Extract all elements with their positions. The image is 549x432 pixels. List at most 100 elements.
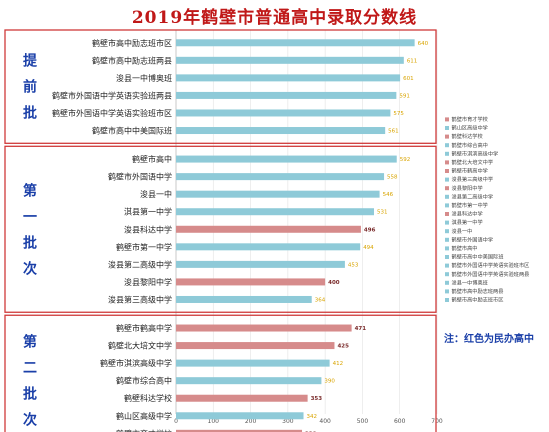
category-label: 鹤壁市鹤高中学 bbox=[116, 323, 172, 333]
bar bbox=[176, 260, 345, 268]
value-label: 601 bbox=[403, 76, 414, 82]
x-tick-label: 0 bbox=[174, 418, 178, 425]
category-label: 浚县科达中学 bbox=[124, 224, 172, 234]
legend-entry: 鹤壁科达学校 bbox=[452, 132, 483, 140]
legend-swatch bbox=[445, 289, 449, 294]
category-label: 鹤壁市育才学校 bbox=[116, 428, 172, 432]
legend-swatch bbox=[445, 134, 449, 139]
legend-swatch bbox=[445, 169, 449, 173]
x-tick-label: 600 bbox=[394, 418, 406, 425]
legend-entry: 淇县第一中学 bbox=[452, 218, 483, 226]
legend-swatch bbox=[445, 177, 449, 182]
value-label: 640 bbox=[418, 41, 429, 47]
category-label: 鹤壁市外国语中学英语实验班两县 bbox=[52, 90, 172, 100]
group-frame bbox=[4, 29, 437, 144]
legend-swatch bbox=[445, 229, 449, 234]
bar bbox=[176, 412, 304, 420]
legend-swatch bbox=[445, 272, 449, 277]
legend-entry: 鹤壁市高中 bbox=[452, 244, 478, 252]
bar bbox=[176, 56, 404, 64]
legend-swatch bbox=[445, 212, 449, 216]
legend-swatch bbox=[445, 186, 449, 191]
legend-entry: 浚县第三高级中学 bbox=[452, 175, 494, 183]
value-label: 453 bbox=[348, 262, 359, 268]
bar bbox=[176, 190, 380, 198]
legend-note: 注：红色为民办高中 bbox=[444, 334, 534, 345]
group-label-char: 次 bbox=[23, 260, 37, 277]
legend-swatch bbox=[445, 280, 449, 285]
bar bbox=[176, 243, 361, 251]
legend-entry: 鹤壁市外国语中学英语实验班两县 bbox=[452, 270, 530, 278]
legend-entry: 浚县一中博奥班 bbox=[452, 278, 488, 286]
category-label: 鹤壁市高中 bbox=[132, 154, 172, 164]
legend-entry: 鹤壁市鹤高中学 bbox=[452, 167, 488, 175]
bar bbox=[176, 39, 415, 47]
legend-entry: 鹤壁市外国语中学英语实验班市区 bbox=[452, 261, 530, 269]
group-label-char: 二 bbox=[23, 361, 37, 377]
value-label: 390 bbox=[324, 379, 335, 385]
value-label: 546 bbox=[383, 192, 394, 198]
value-label: 561 bbox=[388, 129, 399, 135]
value-label: 496 bbox=[364, 227, 376, 233]
group-label-char: 批 bbox=[23, 386, 37, 403]
legend-entry: 浚县科达中学 bbox=[452, 210, 483, 218]
legend-swatch bbox=[445, 117, 449, 122]
value-label: 471 bbox=[355, 326, 367, 332]
legend-entry: 鹤壁市综合高中 bbox=[452, 141, 488, 149]
bar bbox=[176, 109, 391, 117]
bar bbox=[176, 359, 330, 367]
value-label: 364 bbox=[315, 297, 326, 303]
value-label: 611 bbox=[407, 58, 418, 64]
x-tick-label: 500 bbox=[357, 418, 369, 425]
x-tick-label: 300 bbox=[282, 418, 294, 425]
x-tick-label: 100 bbox=[208, 418, 220, 425]
x-tick-label: 700 bbox=[431, 418, 443, 425]
group-label-char: 次 bbox=[23, 412, 37, 429]
legend-swatch bbox=[445, 263, 449, 268]
category-label: 鹤壁市淇滨高级中学 bbox=[100, 358, 172, 368]
value-label: 591 bbox=[399, 93, 410, 99]
group-label-char: 前 bbox=[23, 79, 37, 96]
bar bbox=[176, 155, 397, 163]
legend-entry: 浚县第二高级中学 bbox=[452, 192, 494, 200]
category-label: 浚县第三高级中学 bbox=[108, 294, 172, 304]
group-label-char: 批 bbox=[23, 234, 37, 251]
legend-entry: 鹤壁市淇滨高级中学 bbox=[452, 149, 499, 157]
category-label: 浚县黎阳中学 bbox=[124, 277, 172, 287]
category-label: 淇县第一中学 bbox=[124, 207, 172, 217]
category-label: 浚县一中博奥班 bbox=[116, 73, 172, 83]
value-label: 412 bbox=[333, 361, 344, 367]
legend-entry: 浚县黎阳中学 bbox=[452, 184, 483, 192]
legend-swatch bbox=[445, 298, 449, 302]
bar bbox=[176, 295, 312, 303]
legend-swatch bbox=[445, 143, 449, 148]
legend-entry: 鹤壁北大培文中学 bbox=[452, 158, 494, 166]
bar bbox=[176, 429, 303, 432]
legend-entry: 鹤壁市高中励志班市区 bbox=[452, 296, 504, 304]
group-label-char: 第 bbox=[23, 334, 37, 351]
legend-swatch bbox=[445, 194, 449, 199]
value-label: 425 bbox=[337, 344, 349, 350]
bar bbox=[176, 74, 401, 82]
legend-swatch bbox=[445, 151, 449, 156]
bar bbox=[176, 278, 326, 286]
category-label: 鹤壁市高中中美国际班 bbox=[92, 126, 172, 136]
value-label: 531 bbox=[377, 210, 388, 216]
value-label: 592 bbox=[400, 157, 411, 163]
group-label-char: 第 bbox=[23, 182, 37, 199]
legend-entry: 浚县一中 bbox=[452, 227, 473, 235]
value-label: 400 bbox=[328, 280, 340, 286]
value-label: 342 bbox=[307, 414, 318, 420]
value-label: 353 bbox=[311, 396, 323, 402]
bar bbox=[176, 225, 361, 233]
category-label: 鹤壁市外国语中学英语实验班市区 bbox=[52, 108, 172, 118]
legend-entry: 鹤壁市外国语中学 bbox=[452, 235, 494, 243]
legend-swatch bbox=[445, 160, 449, 165]
bar bbox=[176, 91, 397, 99]
category-label: 鹤壁市高中励志班两县 bbox=[92, 55, 172, 65]
bar bbox=[176, 377, 322, 385]
legend-swatch bbox=[445, 246, 449, 251]
value-label: 558 bbox=[387, 175, 398, 181]
bar bbox=[176, 208, 374, 216]
x-tick-label: 400 bbox=[319, 418, 331, 425]
